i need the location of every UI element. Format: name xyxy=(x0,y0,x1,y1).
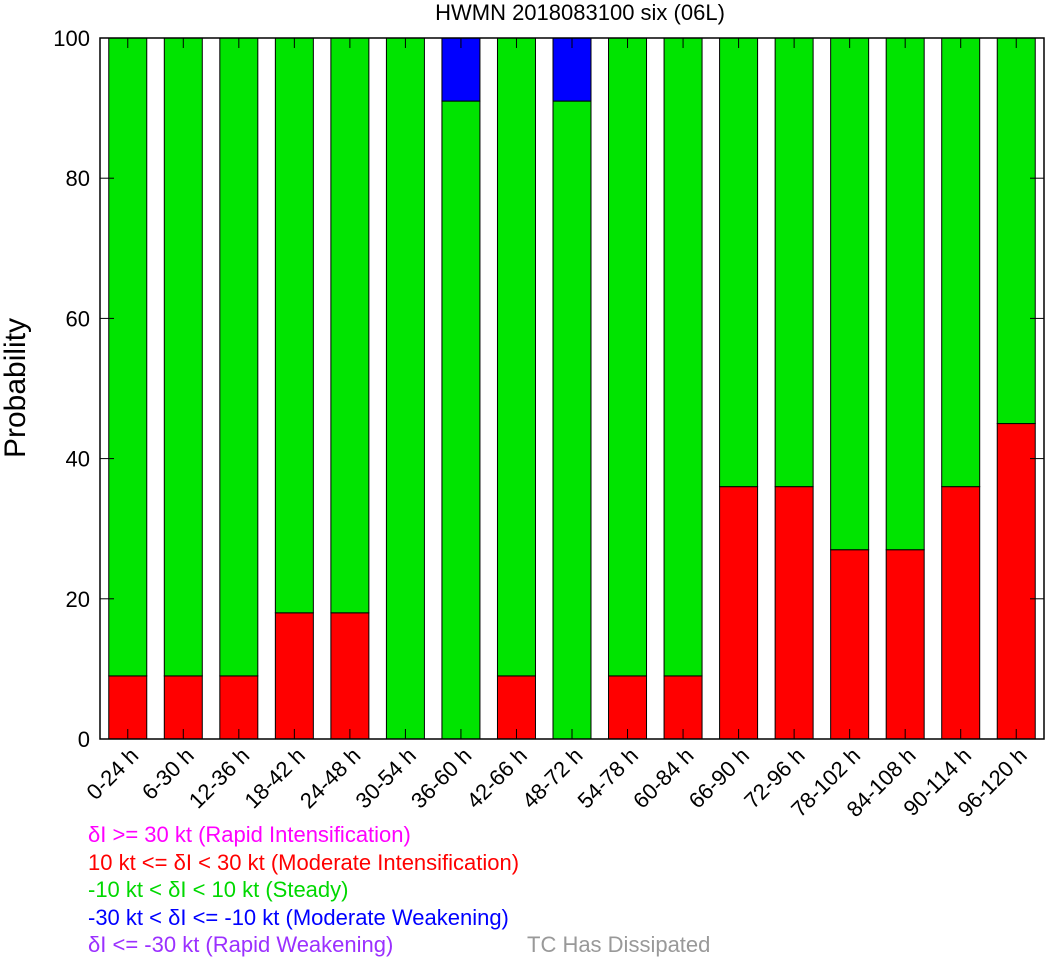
bar-steady-16 xyxy=(996,37,1036,425)
x-tick-label: 54-78 h xyxy=(573,743,643,813)
y-axis-label: Probability xyxy=(0,318,32,458)
bar-steady-0 xyxy=(108,37,148,677)
y-tick-label: 80 xyxy=(66,166,90,191)
bar-steady-4 xyxy=(330,37,370,614)
bar-steady-10 xyxy=(663,37,703,677)
bar-moderate-intensification-3 xyxy=(274,612,314,740)
bar-steady-1 xyxy=(163,37,203,677)
bar-moderate-intensification-13 xyxy=(830,549,870,740)
x-tick-label: 30-54 h xyxy=(351,743,421,813)
bar-steady-12 xyxy=(774,37,814,488)
bar-steady-9 xyxy=(608,37,648,677)
bar-moderate-intensification-1 xyxy=(163,675,203,740)
bar-moderate-intensification-10 xyxy=(663,675,703,740)
x-tick-label: 42-66 h xyxy=(462,743,532,813)
x-tick-label: 12-36 h xyxy=(184,743,254,813)
bars-group xyxy=(108,37,1036,740)
bar-steady-14 xyxy=(885,37,925,551)
legend-steady: -10 kt < δI < 10 kt (Steady) xyxy=(88,877,349,902)
bar-moderate-intensification-4 xyxy=(330,612,370,740)
bar-moderate-intensification-11 xyxy=(719,486,759,740)
bar-steady-11 xyxy=(719,37,759,488)
x-tick-label: 0-24 h xyxy=(82,743,144,805)
bar-moderate-intensification-14 xyxy=(885,549,925,740)
bar-steady-15 xyxy=(941,37,981,488)
bar-steady-13 xyxy=(830,37,870,551)
bar-steady-7 xyxy=(496,37,536,677)
bar-steady-6 xyxy=(441,100,481,740)
y-tick-label: 60 xyxy=(66,306,90,331)
bar-steady-8 xyxy=(552,100,592,740)
chart-title: HWMN 2018083100 six (06L) xyxy=(435,0,725,25)
y-tick-label: 100 xyxy=(53,26,90,51)
legend-rapid-intensification: δI >= 30 kt (Rapid Intensification) xyxy=(88,822,411,847)
x-tick-label: 36-60 h xyxy=(406,743,476,813)
legend-moderate-weakening: -30 kt < δI <= -10 kt (Moderate Weakenin… xyxy=(88,904,509,930)
y-tick-label: 20 xyxy=(66,587,90,612)
y-tick-label: 40 xyxy=(66,447,90,472)
x-tick-label: 66-90 h xyxy=(684,743,754,813)
bar-moderate-intensification-12 xyxy=(774,486,814,740)
bar-steady-3 xyxy=(274,37,314,614)
x-tick-label: 18-42 h xyxy=(239,743,309,813)
bar-moderate-intensification-16 xyxy=(996,423,1036,740)
bar-steady-5 xyxy=(385,37,425,740)
bar-moderate-intensification-0 xyxy=(108,675,148,740)
plot-frame xyxy=(99,37,1045,740)
bar-moderate-intensification-15 xyxy=(941,486,981,740)
x-tick-label: 60-84 h xyxy=(628,743,698,813)
x-tick-label: 48-72 h xyxy=(517,743,587,813)
legend: δI >= 30 kt (Rapid Intensification) 10 k… xyxy=(88,821,519,959)
bar-moderate-weakening-6 xyxy=(441,37,481,102)
bar-steady-2 xyxy=(219,37,259,677)
y-tick-label: 0 xyxy=(78,727,90,752)
bar-moderate-weakening-8 xyxy=(552,37,592,102)
legend-moderate-intensification: 10 kt <= δI < 30 kt (Moderate Intensific… xyxy=(88,849,520,875)
x-tick-label: 24-48 h xyxy=(295,743,365,813)
legend-tc-dissipated: TC Has Dissipated xyxy=(527,932,711,957)
legend-rapid-weakening: δI <= -30 kt (Rapid Weakening) xyxy=(88,932,394,957)
